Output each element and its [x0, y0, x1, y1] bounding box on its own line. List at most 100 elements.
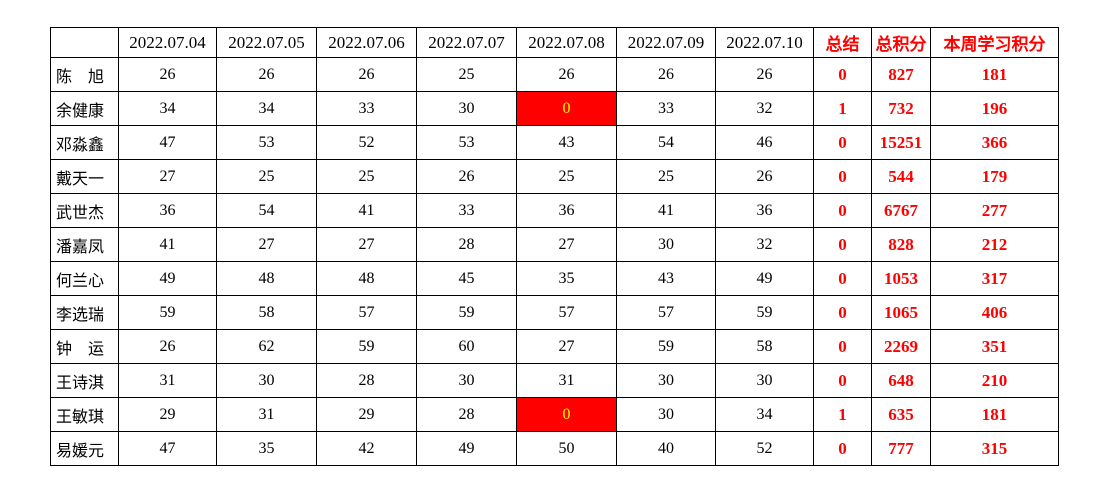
summary-cell[interactable]: 0 — [813, 227, 872, 262]
student-name-cell[interactable]: 王敏琪 — [50, 397, 119, 432]
daily-score-cell[interactable]: 62 — [216, 329, 317, 364]
date-column-header[interactable]: 2022.07.05 — [216, 27, 317, 58]
daily-score-cell[interactable]: 0 — [516, 91, 617, 126]
daily-score-cell[interactable]: 52 — [316, 125, 417, 160]
daily-score-cell[interactable]: 43 — [616, 261, 716, 296]
summary-column-header[interactable]: 总结 — [813, 27, 872, 58]
daily-score-cell[interactable]: 26 — [416, 159, 517, 194]
daily-score-cell[interactable]: 26 — [118, 57, 217, 92]
total-points-cell[interactable]: 1065 — [871, 295, 931, 330]
daily-score-cell[interactable]: 41 — [616, 193, 716, 228]
daily-score-cell[interactable]: 31 — [216, 397, 317, 432]
summary-cell[interactable]: 0 — [813, 295, 872, 330]
daily-score-cell[interactable]: 59 — [118, 295, 217, 330]
summary-cell[interactable]: 0 — [813, 125, 872, 160]
total-points-cell[interactable]: 1053 — [871, 261, 931, 296]
daily-score-cell[interactable]: 31 — [516, 363, 617, 398]
daily-score-cell[interactable]: 54 — [216, 193, 317, 228]
week-points-cell[interactable]: 366 — [930, 125, 1059, 160]
daily-score-cell[interactable]: 30 — [616, 363, 716, 398]
week-points-cell[interactable]: 196 — [930, 91, 1059, 126]
daily-score-cell[interactable]: 58 — [216, 295, 317, 330]
daily-score-cell[interactable]: 26 — [616, 57, 716, 92]
date-column-header[interactable]: 2022.07.09 — [616, 27, 716, 58]
daily-score-cell[interactable]: 33 — [316, 91, 417, 126]
daily-score-cell[interactable]: 43 — [516, 125, 617, 160]
daily-score-cell[interactable]: 49 — [118, 261, 217, 296]
daily-score-cell[interactable]: 58 — [715, 329, 814, 364]
daily-score-cell[interactable]: 30 — [715, 363, 814, 398]
daily-score-cell[interactable]: 60 — [416, 329, 517, 364]
student-name-cell[interactable]: 邓淼鑫 — [50, 125, 119, 160]
daily-score-cell[interactable]: 49 — [715, 261, 814, 296]
student-name-cell[interactable]: 李选瑞 — [50, 295, 119, 330]
daily-score-cell[interactable]: 33 — [416, 193, 517, 228]
week-points-cell[interactable]: 317 — [930, 261, 1059, 296]
daily-score-cell[interactable]: 28 — [416, 227, 517, 262]
daily-score-cell[interactable]: 36 — [118, 193, 217, 228]
daily-score-cell[interactable]: 29 — [118, 397, 217, 432]
date-column-header[interactable]: 2022.07.06 — [316, 27, 417, 58]
total-points-cell[interactable]: 828 — [871, 227, 931, 262]
student-name-cell[interactable]: 钟 运 — [50, 329, 119, 364]
daily-score-cell[interactable]: 0 — [516, 397, 617, 432]
daily-score-cell[interactable]: 42 — [316, 431, 417, 466]
daily-score-cell[interactable]: 59 — [616, 329, 716, 364]
daily-score-cell[interactable]: 52 — [715, 431, 814, 466]
daily-score-cell[interactable]: 50 — [516, 431, 617, 466]
daily-score-cell[interactable]: 25 — [616, 159, 716, 194]
student-name-cell[interactable]: 易媛元 — [50, 431, 119, 466]
total-points-cell[interactable]: 732 — [871, 91, 931, 126]
daily-score-cell[interactable]: 41 — [118, 227, 217, 262]
daily-score-cell[interactable]: 54 — [616, 125, 716, 160]
daily-score-cell[interactable]: 57 — [616, 295, 716, 330]
daily-score-cell[interactable]: 53 — [416, 125, 517, 160]
summary-cell[interactable]: 0 — [813, 329, 872, 364]
daily-score-cell[interactable]: 59 — [715, 295, 814, 330]
date-column-header[interactable]: 2022.07.10 — [715, 27, 814, 58]
total-points-cell[interactable]: 648 — [871, 363, 931, 398]
week-points-cell[interactable]: 277 — [930, 193, 1059, 228]
daily-score-cell[interactable]: 30 — [616, 227, 716, 262]
daily-score-cell[interactable]: 41 — [316, 193, 417, 228]
daily-score-cell[interactable]: 49 — [416, 431, 517, 466]
daily-score-cell[interactable]: 26 — [316, 57, 417, 92]
total-points-cell[interactable]: 15251 — [871, 125, 931, 160]
total-points-column-header[interactable]: 总积分 — [871, 27, 931, 58]
summary-cell[interactable]: 0 — [813, 193, 872, 228]
daily-score-cell[interactable]: 26 — [516, 57, 617, 92]
daily-score-cell[interactable]: 32 — [715, 91, 814, 126]
daily-score-cell[interactable]: 30 — [216, 363, 317, 398]
daily-score-cell[interactable]: 26 — [715, 159, 814, 194]
daily-score-cell[interactable]: 46 — [715, 125, 814, 160]
daily-score-cell[interactable]: 34 — [715, 397, 814, 432]
daily-score-cell[interactable]: 48 — [216, 261, 317, 296]
daily-score-cell[interactable]: 34 — [216, 91, 317, 126]
daily-score-cell[interactable]: 59 — [316, 329, 417, 364]
daily-score-cell[interactable]: 26 — [118, 329, 217, 364]
daily-score-cell[interactable]: 35 — [516, 261, 617, 296]
summary-cell[interactable]: 0 — [813, 261, 872, 296]
daily-score-cell[interactable]: 59 — [416, 295, 517, 330]
daily-score-cell[interactable]: 27 — [516, 227, 617, 262]
daily-score-cell[interactable]: 32 — [715, 227, 814, 262]
student-name-cell[interactable]: 陈 旭 — [50, 57, 119, 92]
student-name-cell[interactable]: 何兰心 — [50, 261, 119, 296]
week-points-cell[interactable]: 212 — [930, 227, 1059, 262]
date-column-header[interactable]: 2022.07.04 — [118, 27, 217, 58]
summary-cell[interactable]: 1 — [813, 91, 872, 126]
daily-score-cell[interactable]: 30 — [416, 91, 517, 126]
total-points-cell[interactable]: 544 — [871, 159, 931, 194]
daily-score-cell[interactable]: 31 — [118, 363, 217, 398]
student-name-cell[interactable]: 王诗淇 — [50, 363, 119, 398]
daily-score-cell[interactable]: 47 — [118, 125, 217, 160]
summary-cell[interactable]: 0 — [813, 57, 872, 92]
daily-score-cell[interactable]: 26 — [216, 57, 317, 92]
daily-score-cell[interactable]: 27 — [516, 329, 617, 364]
summary-cell[interactable]: 1 — [813, 397, 872, 432]
daily-score-cell[interactable]: 25 — [216, 159, 317, 194]
daily-score-cell[interactable]: 48 — [316, 261, 417, 296]
week-points-cell[interactable]: 181 — [930, 397, 1059, 432]
week-points-column-header[interactable]: 本周学习积分 — [930, 27, 1059, 58]
daily-score-cell[interactable]: 40 — [616, 431, 716, 466]
